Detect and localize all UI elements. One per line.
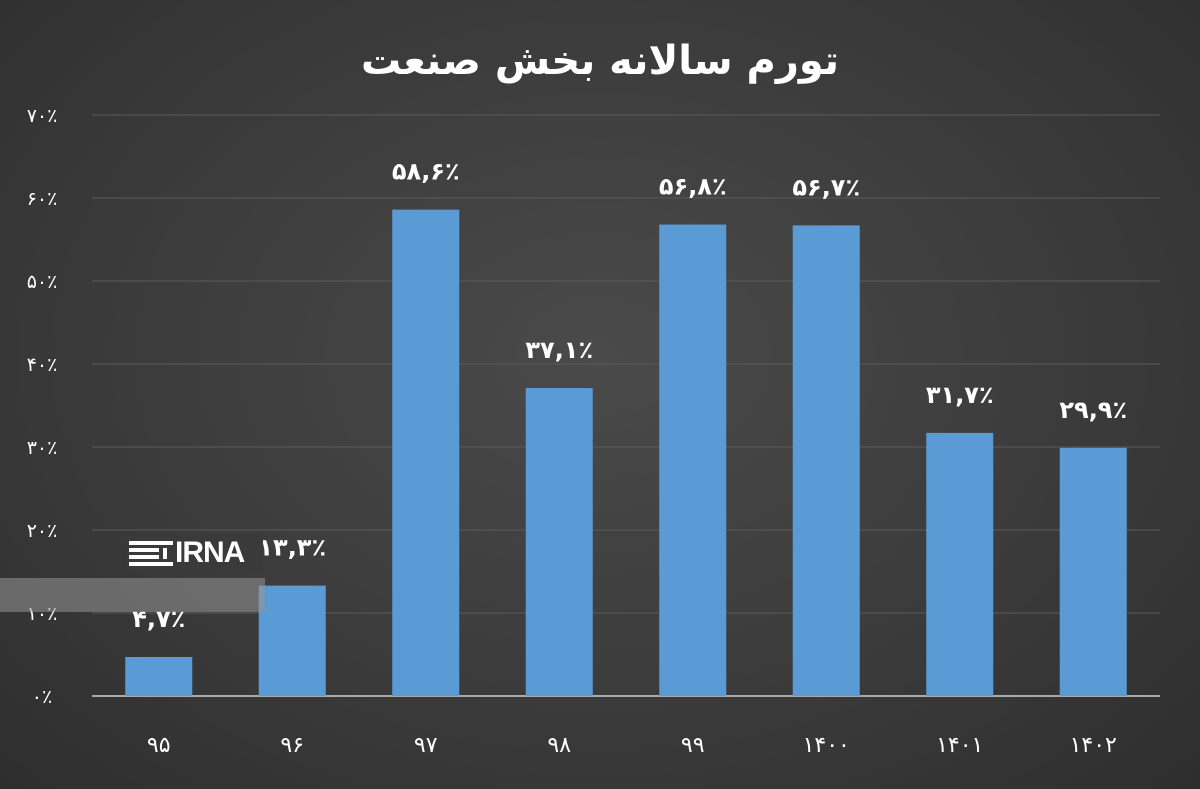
x-tick-label: ۹۵ bbox=[147, 733, 171, 758]
data-label: ۵۶,۷٪ bbox=[792, 173, 860, 201]
bar bbox=[392, 209, 460, 696]
irna-logo-icon bbox=[129, 541, 173, 566]
data-label: ۱۳,۳٪ bbox=[258, 534, 326, 562]
bar bbox=[525, 388, 593, 696]
bar bbox=[125, 656, 193, 696]
bar bbox=[258, 585, 326, 696]
y-axis-labels: ۰٪۱۰٪۲۰٪۳۰٪۴۰٪۵۰٪۶۰٪۷۰٪ bbox=[27, 105, 58, 708]
bar bbox=[926, 432, 994, 696]
data-label: ۳۷,۱٪ bbox=[525, 336, 593, 364]
y-tick-label: ۷۰٪ bbox=[27, 105, 58, 127]
chart-title: تورم سالانه بخش صنعت bbox=[361, 38, 839, 84]
data-label: ۳۱,۷٪ bbox=[926, 381, 994, 409]
y-tick-label: ۴۰٪ bbox=[27, 354, 58, 376]
bar bbox=[792, 225, 860, 696]
y-tick-label: ۵۰٪ bbox=[27, 271, 58, 293]
x-tick-label: ۹۹ bbox=[681, 733, 705, 758]
x-tick-label: ۱۴۰۰ bbox=[803, 733, 850, 758]
irna-logo-text: IRNA bbox=[175, 536, 245, 569]
data-label: ۲۹,۹٪ bbox=[1059, 396, 1127, 424]
data-label: ۵۸,۶٪ bbox=[392, 158, 460, 186]
x-tick-label: ۱۴۰۲ bbox=[1070, 733, 1117, 758]
irna-logo: IRNA bbox=[127, 534, 263, 572]
y-tick-label: ۲۰٪ bbox=[27, 520, 58, 542]
data-label: ۵۶,۸٪ bbox=[659, 173, 727, 201]
bar bbox=[659, 224, 727, 696]
bars bbox=[125, 209, 1127, 696]
x-tick-label: ۹۸ bbox=[547, 733, 571, 758]
x-tick-label: ۹۶ bbox=[280, 733, 304, 758]
bar bbox=[1059, 447, 1127, 696]
x-tick-label: ۹۷ bbox=[414, 733, 438, 758]
y-tick-label: ۰٪ bbox=[32, 686, 52, 708]
x-axis-labels: ۹۵ ۹۶ ۹۷ ۹۸ ۹۹ ۱۴۰۰ ۱۴۰۱ ۱۴۰۲ bbox=[147, 733, 1117, 758]
y-tick-label: ۶۰٪ bbox=[27, 188, 58, 210]
y-tick-label: ۳۰٪ bbox=[27, 437, 58, 459]
watermark-band bbox=[0, 578, 265, 612]
x-tick-label: ۱۴۰۱ bbox=[936, 733, 983, 758]
